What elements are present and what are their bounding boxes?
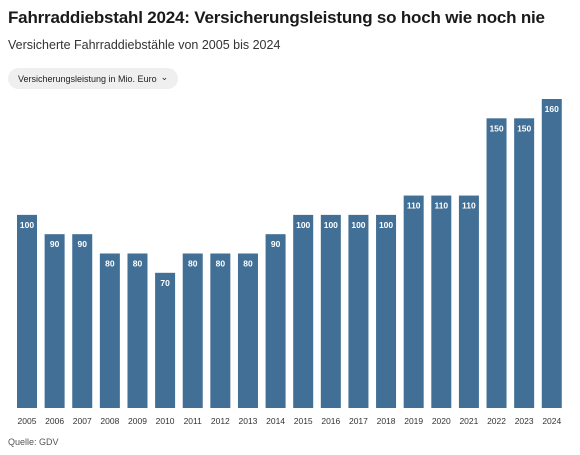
bar-2014[interactable] (265, 234, 286, 408)
bar-2011[interactable] (182, 253, 203, 409)
data-label-2013: 80 (243, 259, 253, 269)
data-label-2021: 110 (462, 201, 476, 211)
data-label-2006: 90 (50, 239, 60, 249)
bar-2008[interactable] (99, 253, 120, 409)
data-label-2011: 80 (188, 259, 198, 269)
bar-2013[interactable] (237, 253, 258, 409)
data-label-2024: 160 (545, 104, 559, 114)
data-label-2008: 80 (105, 259, 115, 269)
x-tick-label-2016: 2016 (321, 416, 340, 426)
x-tick-label-2012: 2012 (211, 416, 230, 426)
x-tick-label-2008: 2008 (100, 416, 119, 426)
x-tick-label-2017: 2017 (349, 416, 368, 426)
bar-2010[interactable] (155, 272, 176, 408)
data-label-2019: 110 (407, 201, 421, 211)
data-label-2010: 70 (160, 278, 170, 288)
x-tick-label-2021: 2021 (459, 416, 478, 426)
data-label-2014: 90 (271, 239, 281, 249)
data-label-2020: 110 (434, 201, 448, 211)
x-tick-label-2020: 2020 (432, 416, 451, 426)
bar-2023[interactable] (514, 118, 535, 408)
x-tick-label-2018: 2018 (377, 416, 396, 426)
x-tick-label-2022: 2022 (487, 416, 506, 426)
x-tick-label-2023: 2023 (515, 416, 534, 426)
data-label-2016: 100 (324, 220, 338, 230)
bar-2017[interactable] (348, 214, 369, 409)
data-label-2022: 150 (489, 123, 503, 133)
data-label-2023: 150 (517, 123, 531, 133)
bar-2005[interactable] (17, 214, 37, 409)
data-label-2007: 90 (78, 239, 88, 249)
data-label-2017: 100 (351, 220, 365, 230)
data-label-2015: 100 (296, 220, 310, 230)
bar-2016[interactable] (320, 214, 341, 409)
data-label-2018: 100 (379, 220, 393, 230)
source-note: Quelle: GDV (8, 437, 59, 447)
bar-2024[interactable] (541, 99, 562, 408)
x-tick-label-2015: 2015 (294, 416, 313, 426)
metric-dropdown[interactable]: Versicherungsleistung in Mio. Euro ⌄ (8, 68, 179, 89)
x-tick-label-2024: 2024 (542, 416, 561, 426)
bar-2012[interactable] (210, 253, 231, 409)
bar-2021[interactable] (458, 195, 479, 408)
bar-2007[interactable] (72, 234, 93, 408)
x-tick-label-2007: 2007 (73, 416, 92, 426)
x-tick-label-2019: 2019 (404, 416, 423, 426)
x-tick-label-2010: 2010 (156, 416, 175, 426)
bar-2009[interactable] (127, 253, 148, 409)
bar-2020[interactable] (431, 195, 452, 408)
x-tick-label-2005: 2005 (18, 416, 37, 426)
chart-subtitle: Versicherte Fahrraddiebstähle von 2005 b… (8, 38, 281, 52)
bar-2006[interactable] (44, 234, 65, 408)
bar-2018[interactable] (376, 214, 397, 409)
chart-title: Fahrraddiebstahl 2024: Versicherungsleis… (8, 8, 545, 27)
data-label-2012: 80 (216, 259, 226, 269)
bar-2015[interactable] (293, 214, 314, 409)
x-tick-label-2011: 2011 (184, 416, 203, 426)
metric-dropdown-label: Versicherungsleistung in Mio. Euro (18, 73, 157, 84)
data-label-2009: 80 (133, 259, 143, 269)
data-label-2005: 100 (20, 220, 34, 230)
x-tick-label-2009: 2009 (128, 416, 147, 426)
x-tick-label-2014: 2014 (266, 416, 285, 426)
x-tick-label-2013: 2013 (238, 416, 257, 426)
bar-2022[interactable] (486, 118, 507, 408)
chevron-down-icon: ⌄ (160, 72, 169, 82)
bar-2019[interactable] (403, 195, 424, 408)
x-tick-label-2006: 2006 (45, 416, 64, 426)
